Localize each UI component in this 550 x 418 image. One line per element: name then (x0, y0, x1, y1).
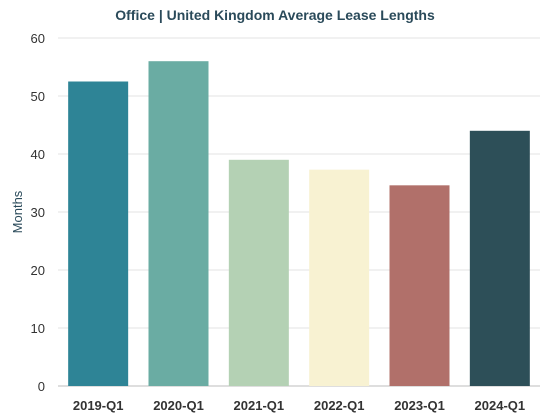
chart-title: Office | United Kingdom Average Lease Le… (115, 7, 435, 23)
x-tick-label: 2021-Q1 (234, 398, 285, 413)
x-tick-label: 2022-Q1 (314, 398, 365, 413)
y-axis-title: Months (10, 190, 25, 233)
bar (228, 159, 289, 386)
bar (309, 169, 370, 386)
y-tick-label: 0 (38, 379, 45, 394)
y-axis-ticks: 0 10 20 30 40 50 60 (31, 31, 45, 394)
y-tick-label: 20 (31, 263, 45, 278)
x-tick-label: 2023-Q1 (394, 398, 445, 413)
x-tick-label: 2024-Q1 (475, 398, 526, 413)
bar (68, 81, 129, 386)
x-tick-label: 2020-Q1 (153, 398, 204, 413)
y-tick-label: 40 (31, 147, 45, 162)
y-tick-label: 30 (31, 205, 45, 220)
y-tick-label: 50 (31, 89, 45, 104)
x-axis-ticks: 2019-Q1 2020-Q1 2021-Q1 2022-Q1 2023-Q1 2024-… (73, 398, 525, 413)
bars (68, 61, 530, 386)
y-tick-label: 10 (31, 321, 45, 336)
bar (148, 61, 209, 386)
bar (389, 185, 450, 386)
bar (469, 130, 530, 386)
y-tick-label: 60 (31, 31, 45, 46)
x-tick-label: 2019-Q1 (73, 398, 124, 413)
gridlines (58, 37, 540, 387)
